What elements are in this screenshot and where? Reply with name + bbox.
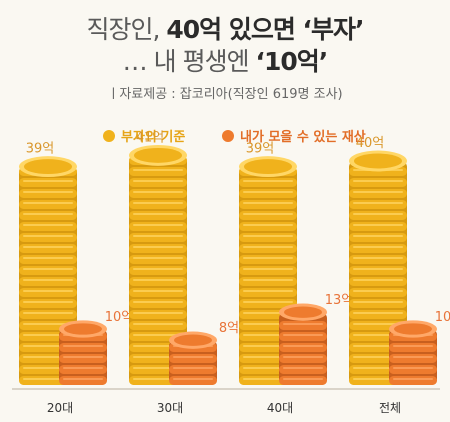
x-tick-label-1: 20대 xyxy=(47,401,73,415)
chart-title-line2: … 내 평생엔 ‘10억’ xyxy=(122,47,329,76)
legend-label-expected-assets: 내가 모을 수 있는 재산 xyxy=(240,130,366,145)
bar-expected-assets-2 xyxy=(169,331,217,385)
data-label-wealth-threshold-3: 39억 xyxy=(246,142,275,157)
data-label-wealth-threshold-1: 39억 xyxy=(26,142,55,157)
data-label-expected-assets-1: 10억 xyxy=(105,310,134,325)
chart-title-line1: 직장인, 40억 있으면 ‘부자’ xyxy=(86,15,364,44)
data-source: ㅣ자료제공 : 잡코리아(직장인 619명 조사) xyxy=(107,87,343,102)
legend-label-wealth-threshold: 부자의 기준 xyxy=(121,130,186,145)
data-label-expected-assets-3: 13억 xyxy=(325,293,354,308)
bar-expected-assets-3 xyxy=(279,303,327,385)
x-tick-label-2: 30대 xyxy=(157,401,183,415)
x-tick-label-4: 전체 xyxy=(379,401,401,415)
bar-wealth-threshold-2 xyxy=(129,144,187,385)
legend-swatch-gold xyxy=(103,129,115,142)
data-label-expected-assets-4: 10억 xyxy=(435,310,450,325)
bar-expected-assets-1 xyxy=(59,320,107,385)
legend-item-wealth-threshold: 부자의 기준 xyxy=(103,126,185,145)
bar-expected-assets-4 xyxy=(389,320,437,385)
data-label-wealth-threshold-4: 40억 xyxy=(356,136,385,151)
data-label-expected-assets-2: 8억 xyxy=(219,321,239,336)
bar-wealth-threshold-3 xyxy=(239,156,297,385)
data-label-wealth-threshold-2: 41억 xyxy=(136,130,165,145)
legend-item-expected-assets: 내가 모을 수 있는 재산 xyxy=(222,126,366,145)
x-tick-label-3: 40대 xyxy=(267,401,293,415)
legend-swatch-orange xyxy=(222,129,234,142)
